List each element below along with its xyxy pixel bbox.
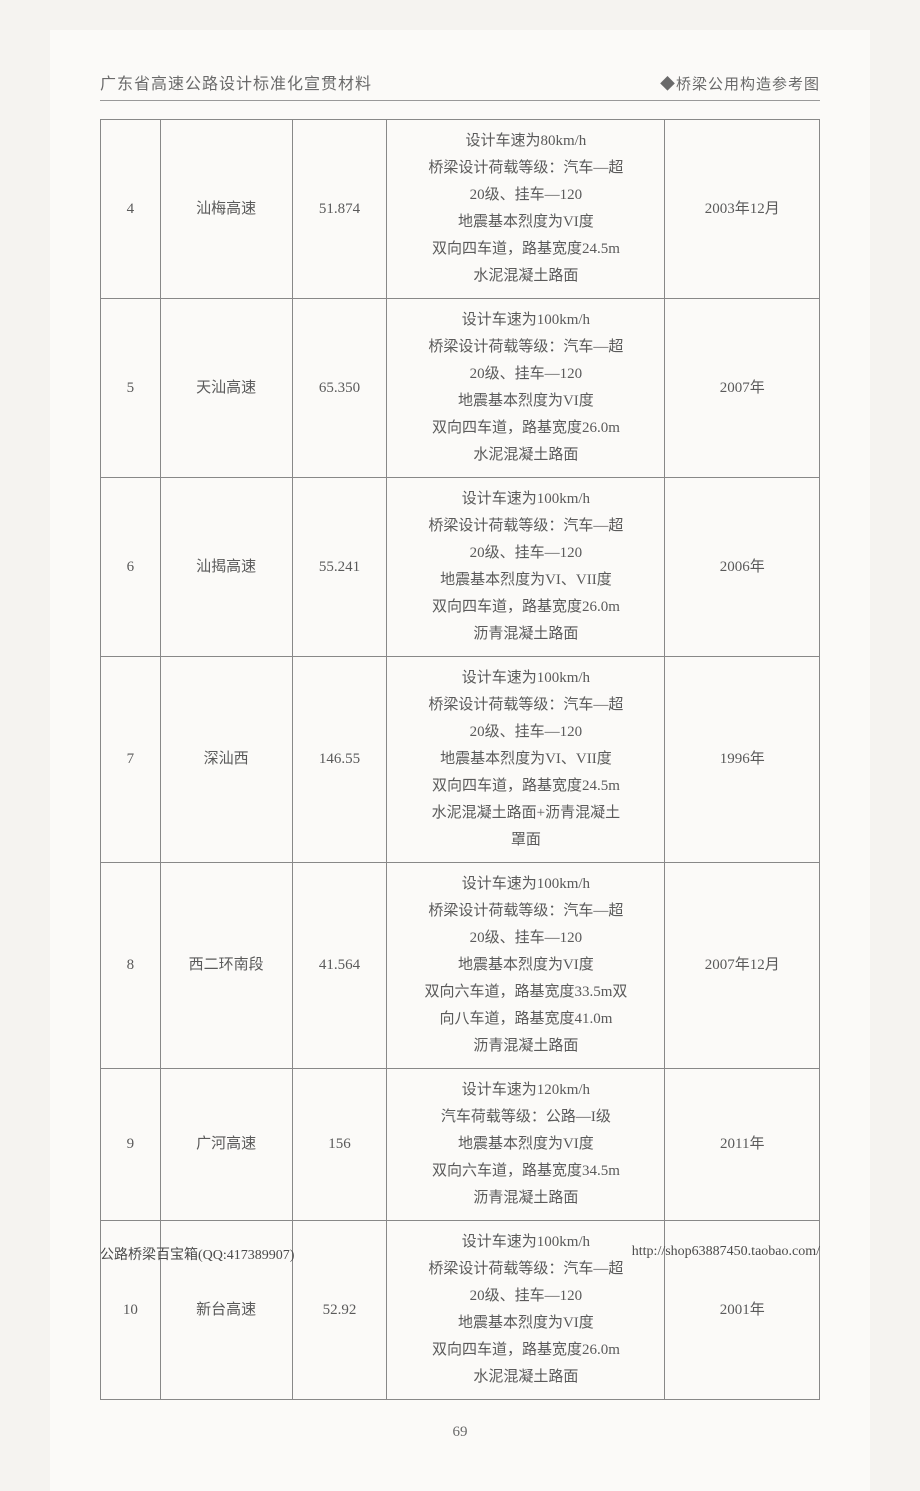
- row-date: 2006年: [665, 478, 820, 657]
- table-row: 6汕揭高速55.241设计车速为100km/h桥梁设计荷载等级：汽车—超20级、…: [101, 478, 820, 657]
- spec-line: 地震基本烈度为VI度: [391, 1310, 660, 1337]
- table-row: 8西二环南段41.564设计车速为100km/h桥梁设计荷载等级：汽车—超20级…: [101, 863, 820, 1069]
- table-row: 4汕梅高速51.874设计车速为80km/h桥梁设计荷载等级：汽车—超20级、挂…: [101, 120, 820, 299]
- spec-line: 20级、挂车—120: [391, 719, 660, 746]
- row-name: 深汕西: [160, 657, 292, 863]
- row-number: 65.350: [292, 299, 387, 478]
- spec-line: 设计车速为120km/h: [391, 1077, 660, 1104]
- spec-line: 沥青混凝土路面: [391, 1033, 660, 1060]
- spec-line: 设计车速为100km/h: [391, 307, 660, 334]
- spec-line: 20级、挂车—120: [391, 540, 660, 567]
- spec-line: 桥梁设计荷载等级：汽车—超: [391, 334, 660, 361]
- row-number: 156: [292, 1069, 387, 1221]
- spec-line: 双向四车道，路基宽度26.0m: [391, 594, 660, 621]
- spec-line: 20级、挂车—120: [391, 361, 660, 388]
- row-number: 41.564: [292, 863, 387, 1069]
- table-row: 7深汕西146.55设计车速为100km/h桥梁设计荷载等级：汽车—超20级、挂…: [101, 657, 820, 863]
- spec-line: 罩面: [391, 827, 660, 854]
- row-date: 2007年: [665, 299, 820, 478]
- header-left-text: 广东省高速公路设计标准化宣贯材料: [100, 70, 372, 94]
- spec-line: 设计车速为100km/h: [391, 665, 660, 692]
- table-row: 5天汕高速65.350设计车速为100km/h桥梁设计荷载等级：汽车—超20级、…: [101, 299, 820, 478]
- row-spec: 设计车速为80km/h桥梁设计荷载等级：汽车—超20级、挂车—120地震基本烈度…: [387, 120, 665, 299]
- row-name: 广河高速: [160, 1069, 292, 1221]
- spec-line: 水泥混凝土路面: [391, 442, 660, 469]
- header-right-text: ◆桥梁公用构造参考图: [660, 73, 820, 94]
- row-spec: 设计车速为100km/h桥梁设计荷载等级：汽车—超20级、挂车—120地震基本烈…: [387, 299, 665, 478]
- spec-line: 地震基本烈度为VI、VII度: [391, 567, 660, 594]
- row-index: 8: [101, 863, 161, 1069]
- row-date: 2007年12月: [665, 863, 820, 1069]
- spec-line: 20级、挂车—120: [391, 182, 660, 209]
- row-date: 2011年: [665, 1069, 820, 1221]
- footer-right: http://shop63887450.taobao.com/: [632, 1244, 820, 1264]
- row-number: 146.55: [292, 657, 387, 863]
- row-index: 5: [101, 299, 161, 478]
- spec-line: 双向四车道，路基宽度24.5m: [391, 773, 660, 800]
- spec-line: 桥梁设计荷载等级：汽车—超: [391, 513, 660, 540]
- highway-specs-table: 4汕梅高速51.874设计车速为80km/h桥梁设计荷载等级：汽车—超20级、挂…: [100, 119, 820, 1400]
- spec-line: 桥梁设计荷载等级：汽车—超: [391, 155, 660, 182]
- spec-line: 沥青混凝土路面: [391, 621, 660, 648]
- row-spec: 设计车速为100km/h桥梁设计荷载等级：汽车—超20级、挂车—120地震基本烈…: [387, 863, 665, 1069]
- row-index: 6: [101, 478, 161, 657]
- page-header: 广东省高速公路设计标准化宣贯材料 ◆桥梁公用构造参考图: [100, 70, 820, 101]
- spec-line: 水泥混凝土路面: [391, 1364, 660, 1391]
- page-footer: 公路桥梁百宝箱(QQ:417389907) http://shop6388745…: [100, 1244, 820, 1264]
- spec-line: 桥梁设计荷载等级：汽车—超: [391, 692, 660, 719]
- spec-line: 地震基本烈度为VI度: [391, 952, 660, 979]
- spec-line: 地震基本烈度为VI、VII度: [391, 746, 660, 773]
- spec-line: 地震基本烈度为VI度: [391, 1131, 660, 1158]
- spec-line: 地震基本烈度为VI度: [391, 209, 660, 236]
- spec-line: 汽车荷载等级：公路—I级: [391, 1104, 660, 1131]
- row-index: 7: [101, 657, 161, 863]
- spec-line: 20级、挂车—120: [391, 925, 660, 952]
- spec-line: 双向六车道，路基宽度33.5m双: [391, 979, 660, 1006]
- spec-line: 双向六车道，路基宽度34.5m: [391, 1158, 660, 1185]
- spec-line: 沥青混凝土路面: [391, 1185, 660, 1212]
- table-row: 9广河高速156设计车速为120km/h汽车荷载等级：公路—I级地震基本烈度为V…: [101, 1069, 820, 1221]
- footer-left: 公路桥梁百宝箱(QQ:417389907): [100, 1244, 294, 1264]
- row-index: 4: [101, 120, 161, 299]
- spec-line: 20级、挂车—120: [391, 1283, 660, 1310]
- row-spec: 设计车速为120km/h汽车荷载等级：公路—I级地震基本烈度为VI度双向六车道，…: [387, 1069, 665, 1221]
- row-name: 汕揭高速: [160, 478, 292, 657]
- row-date: 1996年: [665, 657, 820, 863]
- spec-line: 地震基本烈度为VI度: [391, 388, 660, 415]
- row-number: 51.874: [292, 120, 387, 299]
- page-number: 69: [100, 1424, 820, 1441]
- spec-line: 设计车速为100km/h: [391, 871, 660, 898]
- spec-line: 双向四车道，路基宽度26.0m: [391, 1337, 660, 1364]
- spec-line: 设计车速为100km/h: [391, 486, 660, 513]
- row-name: 天汕高速: [160, 299, 292, 478]
- spec-line: 桥梁设计荷载等级：汽车—超: [391, 898, 660, 925]
- document-page: 广东省高速公路设计标准化宣贯材料 ◆桥梁公用构造参考图 4汕梅高速51.874设…: [50, 30, 870, 1491]
- row-spec: 设计车速为100km/h桥梁设计荷载等级：汽车—超20级、挂车—120地震基本烈…: [387, 478, 665, 657]
- row-number: 55.241: [292, 478, 387, 657]
- spec-line: 双向四车道，路基宽度26.0m: [391, 415, 660, 442]
- spec-line: 水泥混凝土路面: [391, 263, 660, 290]
- row-index: 9: [101, 1069, 161, 1221]
- row-name: 汕梅高速: [160, 120, 292, 299]
- row-date: 2003年12月: [665, 120, 820, 299]
- spec-line: 双向四车道，路基宽度24.5m: [391, 236, 660, 263]
- spec-line: 向八车道，路基宽度41.0m: [391, 1006, 660, 1033]
- row-name: 西二环南段: [160, 863, 292, 1069]
- spec-line: 水泥混凝土路面+沥青混凝土: [391, 800, 660, 827]
- spec-line: 设计车速为80km/h: [391, 128, 660, 155]
- row-spec: 设计车速为100km/h桥梁设计荷载等级：汽车—超20级、挂车—120地震基本烈…: [387, 657, 665, 863]
